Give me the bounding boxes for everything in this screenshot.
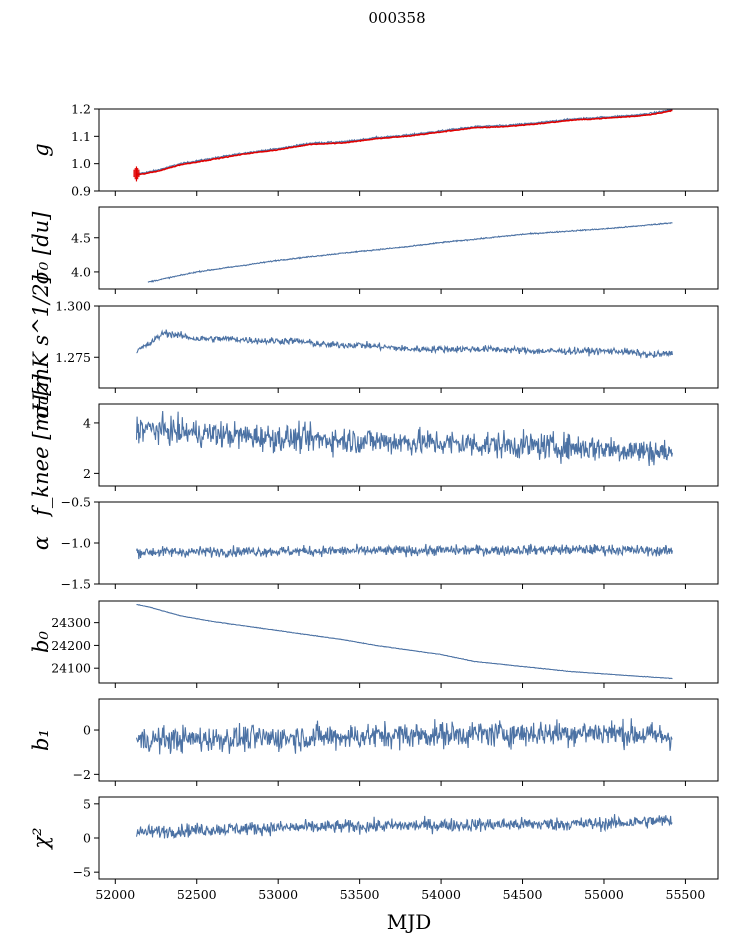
panel-frame-fknee: [98, 403, 719, 487]
y-tick-label-b0: 24300: [51, 615, 91, 630]
y-tick-label-g: 1.2: [71, 102, 91, 117]
x-tick-label: 55000: [584, 887, 624, 902]
y-tick-label-b0: 24200: [51, 638, 91, 653]
y-tick-label-fknee: 2: [83, 466, 91, 481]
panel-frame-chi2: [98, 796, 719, 880]
series-line-chi2: [135, 814, 673, 839]
y-tick-label-g: 0.9: [71, 184, 91, 199]
panel-sigma0-du: 4.0 4.5 σ₀ [du]: [29, 206, 719, 294]
panel-frame-alpha: [98, 501, 719, 585]
x-tick-label: 54500: [503, 887, 543, 902]
y-axis-label-fknee: f_knee [mHz]: [29, 373, 53, 518]
series-line-b1: [135, 718, 673, 755]
chart-panels: 0.9 1.0 1.1 1.2 g 4.0 4.5 σ₀ [du] 1.275 1.300σ₀[m…: [29, 102, 719, 902]
y-axis-label-chi2: χ²: [29, 827, 53, 850]
panel-g: 0.9 1.0 1.1 1.2 g: [29, 102, 719, 199]
panel-fknee: 2 4 f_knee [mHz]: [29, 373, 719, 518]
panel-frame-sigma0-du: [98, 206, 719, 290]
y-tick-label-g: 1.1: [71, 129, 91, 144]
y-tick-label-sigma0-mk: 1.275: [55, 350, 91, 365]
y-tick-label-alpha: −1.0: [61, 536, 91, 551]
series-line-sigma0-mk: [136, 329, 673, 360]
x-tick-label: 53000: [258, 887, 298, 902]
series-line-alpha: [135, 543, 673, 560]
y-axis-label-b0: b₀: [29, 630, 53, 652]
panel-b1: −2 0 b₁: [29, 698, 719, 786]
y-tick-label-sigma0-du: 4.5: [71, 230, 91, 245]
x-axis-label: MJD: [387, 910, 432, 934]
y-axis-label-b1: b₁: [29, 729, 53, 751]
panel-frame-b0: [98, 600, 719, 684]
y-axis-label-alpha: α: [29, 536, 53, 550]
y-tick-label-sigma0-mk: 1.300: [55, 299, 91, 314]
x-tick-label: 52500: [177, 887, 217, 902]
figure-title: 000358: [368, 9, 425, 27]
y-axis-label-g: g: [29, 143, 53, 156]
y-axis-label-sigma0-mk: σ₀[mK s^1/2]: [29, 274, 53, 418]
overlay-line-g: [136, 109, 673, 176]
y-tick-label-chi2: 0: [83, 831, 91, 846]
series-line-fknee: [135, 410, 673, 467]
y-tick-label-b1: −2: [73, 767, 91, 782]
panel-chi2: −5 0 5 52000 52500 53000 53500 54000 54500 55000 5…: [29, 796, 719, 902]
x-tick-label: 54000: [421, 887, 461, 902]
x-tick-label: 53500: [340, 887, 380, 902]
panel-alpha: −1.5 −1.0 −0.5 α: [29, 495, 719, 592]
y-tick-label-alpha: −0.5: [61, 495, 91, 510]
y-tick-label-b1: 0: [83, 723, 91, 738]
series-line-sigma0-du: [147, 222, 673, 283]
y-tick-label-chi2: −5: [73, 865, 91, 880]
y-tick-label-alpha: −1.5: [61, 577, 91, 592]
panel-frame-g: [98, 108, 719, 192]
x-tick-label: 52000: [95, 887, 135, 902]
y-tick-label-sigma0-du: 4.0: [71, 264, 91, 279]
panel-frame-b1: [98, 698, 719, 782]
y-tick-label-fknee: 4: [83, 415, 91, 430]
y-axis-label-sigma0-du: σ₀ [du]: [29, 211, 53, 285]
panel-frame-sigma0-mk: [98, 305, 719, 389]
y-tick-label-chi2: 5: [83, 796, 91, 811]
y-tick-label-g: 1.0: [71, 156, 91, 171]
y-tick-label-b0: 24100: [51, 661, 91, 676]
x-tick-label: 55500: [666, 887, 706, 902]
series-line-b0: [136, 603, 673, 680]
